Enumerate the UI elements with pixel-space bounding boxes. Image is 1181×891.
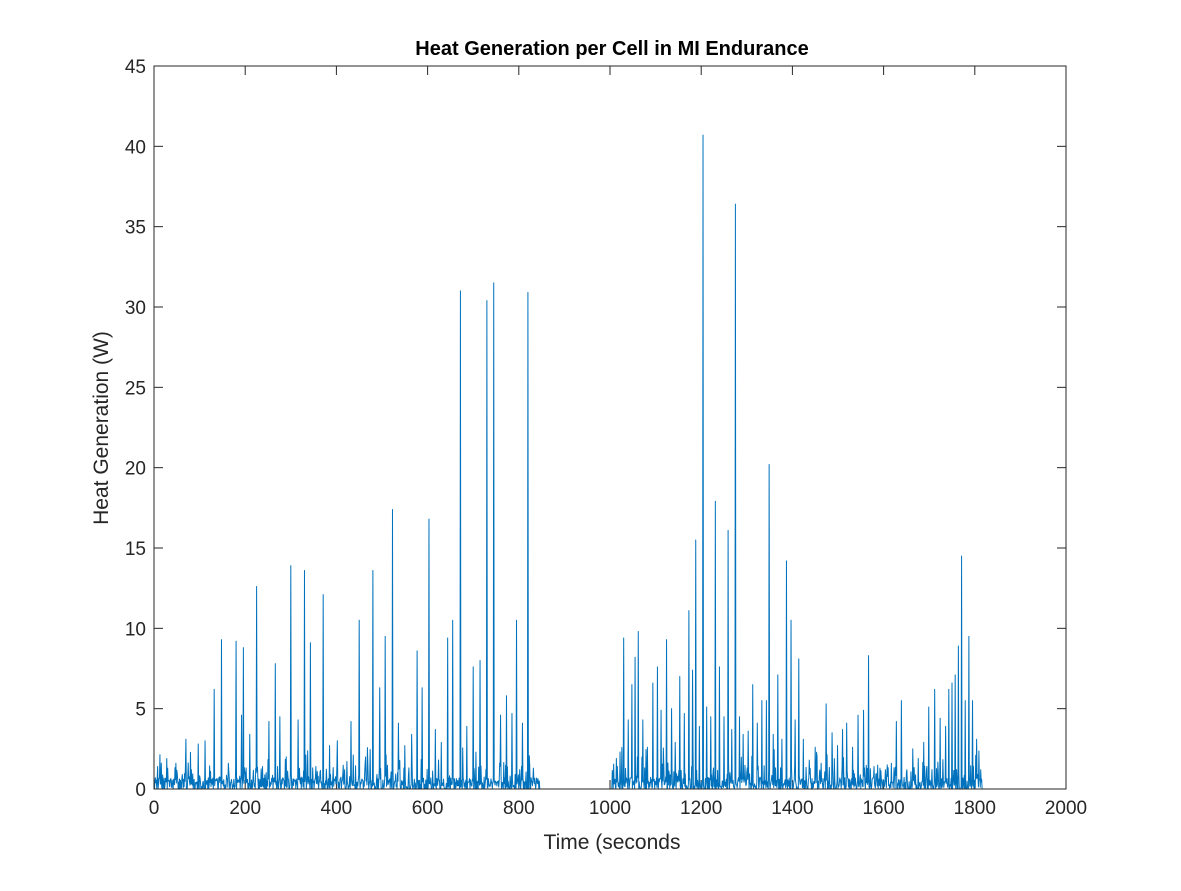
y-tick-label: 35 [125, 218, 146, 239]
plot-area [154, 66, 1066, 789]
x-axis-title: Time (seconds [544, 831, 681, 854]
y-tick-label: 25 [125, 378, 146, 399]
x-tick-label: 200 [229, 798, 261, 819]
x-tick-label: 1800 [954, 798, 996, 819]
x-tick-label: 1400 [771, 798, 813, 819]
y-tick-label: 0 [135, 780, 146, 801]
y-tick-label: 30 [125, 298, 146, 319]
y-tick-label: 20 [125, 459, 146, 480]
y-tick-labels: 0 5 10 15 20 25 30 35 40 45 [125, 57, 146, 801]
x-tick-label: 800 [503, 798, 535, 819]
x-tick-label: 2000 [1045, 798, 1087, 819]
x-tick-label: 1600 [862, 798, 904, 819]
plot-box [153, 65, 1067, 790]
x-tick-label: 400 [321, 798, 353, 819]
x-tick-label: 1000 [589, 798, 631, 819]
y-tick-label: 5 [135, 700, 146, 721]
y-axis-title: Heat Generation (W) [90, 331, 113, 525]
chart-title: Heat Generation per Cell in MI Endurance [415, 38, 808, 60]
y-tick-label: 45 [125, 57, 146, 78]
y-tick-label: 40 [125, 137, 146, 158]
y-tick-label: 10 [125, 619, 146, 640]
x-tick-labels: 0 200 400 600 800 1000 1200 1400 1600 1800 2000 [149, 798, 1087, 819]
x-tick-label: 600 [412, 798, 444, 819]
x-tick-label: 1200 [680, 798, 722, 819]
x-tick-label: 0 [149, 798, 160, 819]
y-tick-label: 15 [125, 539, 146, 560]
